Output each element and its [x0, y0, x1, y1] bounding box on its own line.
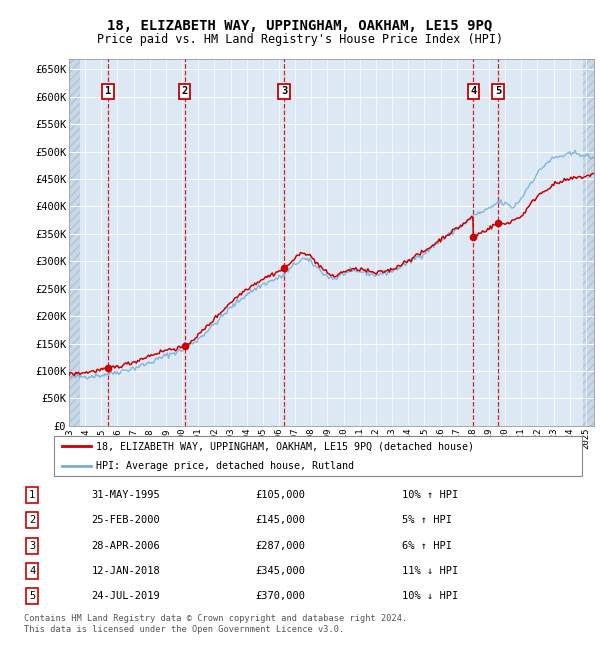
Text: £345,000: £345,000 — [255, 566, 305, 576]
Text: 5: 5 — [495, 86, 501, 96]
Text: 10% ↑ HPI: 10% ↑ HPI — [401, 490, 458, 500]
Text: 1: 1 — [105, 86, 111, 96]
Text: 5% ↑ HPI: 5% ↑ HPI — [401, 515, 452, 525]
Text: 5: 5 — [29, 592, 35, 601]
Text: 3: 3 — [281, 86, 287, 96]
Text: 6% ↑ HPI: 6% ↑ HPI — [401, 541, 452, 551]
Text: 10% ↓ HPI: 10% ↓ HPI — [401, 592, 458, 601]
Text: 28-APR-2006: 28-APR-2006 — [91, 541, 160, 551]
Text: £287,000: £287,000 — [255, 541, 305, 551]
Text: 18, ELIZABETH WAY, UPPINGHAM, OAKHAM, LE15 9PQ: 18, ELIZABETH WAY, UPPINGHAM, OAKHAM, LE… — [107, 19, 493, 33]
Text: 31-MAY-1995: 31-MAY-1995 — [91, 490, 160, 500]
Text: 18, ELIZABETH WAY, UPPINGHAM, OAKHAM, LE15 9PQ (detached house): 18, ELIZABETH WAY, UPPINGHAM, OAKHAM, LE… — [96, 441, 474, 451]
Text: 3: 3 — [29, 541, 35, 551]
Text: 25-FEB-2000: 25-FEB-2000 — [91, 515, 160, 525]
Text: £370,000: £370,000 — [255, 592, 305, 601]
FancyBboxPatch shape — [54, 436, 582, 476]
Text: 12-JAN-2018: 12-JAN-2018 — [91, 566, 160, 576]
Text: Contains HM Land Registry data © Crown copyright and database right 2024.
This d: Contains HM Land Registry data © Crown c… — [24, 614, 407, 634]
Text: Price paid vs. HM Land Registry's House Price Index (HPI): Price paid vs. HM Land Registry's House … — [97, 32, 503, 46]
Text: 2: 2 — [181, 86, 188, 96]
Bar — [69, 58, 80, 426]
Text: HPI: Average price, detached house, Rutland: HPI: Average price, detached house, Rutl… — [96, 461, 354, 471]
Text: 4: 4 — [29, 566, 35, 576]
Text: £105,000: £105,000 — [255, 490, 305, 500]
Text: 4: 4 — [470, 86, 476, 96]
Text: 24-JUL-2019: 24-JUL-2019 — [91, 592, 160, 601]
Text: 2: 2 — [29, 515, 35, 525]
Text: 1: 1 — [29, 490, 35, 500]
Text: 11% ↓ HPI: 11% ↓ HPI — [401, 566, 458, 576]
Bar — [583, 58, 594, 426]
Text: £145,000: £145,000 — [255, 515, 305, 525]
